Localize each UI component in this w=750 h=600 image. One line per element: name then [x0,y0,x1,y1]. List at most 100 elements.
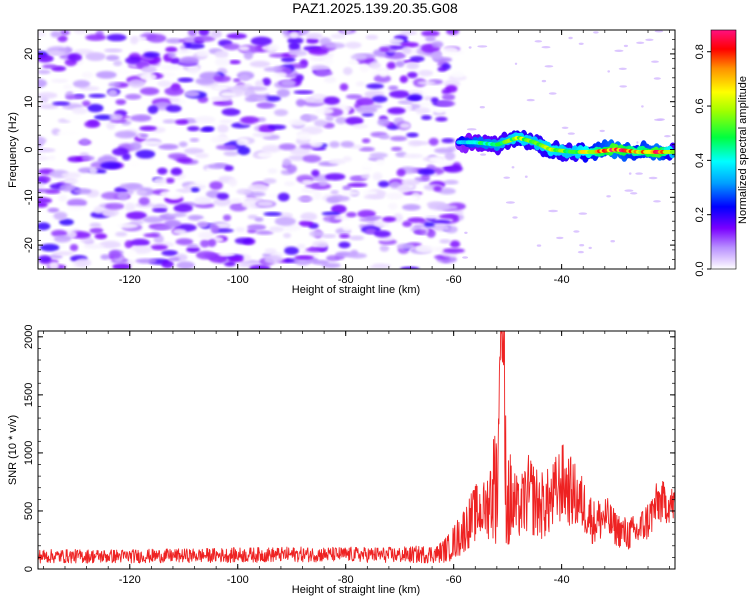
heatmap-noise-cell [256,102,274,109]
heatmap-noise-cell [210,96,231,102]
heatmap-noise-cell [526,98,535,102]
heatmap-noise-cell [140,73,157,82]
heatmap-noise-cell [321,234,337,239]
heatmap-noise-cell [395,60,405,68]
heatmap-noise-cell [425,35,436,42]
heatmap-noise-cell [366,83,384,89]
heatmap-noise-cell [343,67,353,76]
heatmap-noise-cell [160,72,176,78]
heatmap-noise-cell [369,152,388,159]
heatmap-noise-cell [505,201,515,204]
heatmap-noise-cell [38,155,50,161]
heatmap-noise-cell [579,244,585,247]
heatmap-noise-cell [382,216,397,223]
heatmap-noise-cell [651,60,659,63]
heatmap-noise-cell [541,46,551,49]
spectrogram-x-ticks: -120 -100 -80 -60 -40 [43,30,670,286]
heatmap-noise-cell [59,183,76,192]
heatmap-noise-cell [165,46,178,53]
y-tick-label: -20 [23,237,35,253]
heatmap-noise-cell [347,182,368,188]
heatmap-noise-cell [223,150,239,157]
heatmap-noise-cell [238,46,250,51]
heatmap-noise-cell [607,70,610,73]
heatmap-noise-cell [89,222,102,228]
y-tick-label: 1000 [23,441,35,465]
heatmap-noise-cell [164,219,182,228]
heatmap-noise-cell [247,224,267,231]
heatmap-noise-cell [512,216,518,219]
x-tick-label: -80 [338,574,354,586]
heatmap-noise-cell [409,56,425,62]
heatmap-noise-cell [194,180,214,185]
heatmap-noise-cell [219,119,233,124]
x-tick-label: -60 [446,274,462,286]
heatmap-noise-cell [267,124,287,130]
heatmap-noise-cell [208,163,226,170]
heatmap-noise-cell [249,264,271,269]
heatmap-noise-cell [280,56,296,63]
heatmap-noise-cell [477,45,488,48]
heatmap-noise-cell [379,245,390,252]
heatmap-noise-cell [544,65,554,68]
heatmap-noise-cell [449,240,461,248]
spectrogram-y-label: Frequency (Hz) [7,112,19,188]
heatmap-noise-cell [56,130,79,136]
heatmap-noise-cell [421,174,431,181]
x-tick-label: -80 [338,274,354,286]
heatmap-noise-cell [630,192,638,195]
heatmap-noise-cell [237,146,251,156]
heatmap-noise-cell [295,99,306,107]
heatmap-noise-cell [577,250,584,254]
heatmap-noise-cell [228,256,244,263]
heatmap-noise-cell [464,231,468,234]
heatmap-noise-cell [421,30,440,37]
heatmap-noise-cell [274,109,288,117]
heatmap-noise-cell [319,37,332,46]
heatmap-noise-cell [108,82,121,88]
heatmap-noise-cell [331,195,350,202]
heatmap-noise-cell [129,162,140,167]
heatmap-noise-cell [418,69,434,77]
heatmap-noise-cell [57,35,68,43]
heatmap-noise-cell [342,156,352,162]
heatmap-noise-cell [130,141,142,151]
heatmap-noise-cell [257,151,273,158]
heatmap-noise-cell [267,168,278,174]
heatmap-noise-cell [541,79,547,83]
heatmap-noise-cell [417,168,435,176]
heatmap-noise-cell [329,141,340,148]
heatmap-noise-cell [117,191,129,201]
heatmap-noise-cell [187,243,199,248]
heatmap-noise-cell [107,89,118,97]
heatmap-noise-cell [165,38,183,44]
heatmap-noise-cell [407,195,419,202]
heatmap-noise-cell [428,137,439,146]
heatmap-noise-cell [402,220,412,227]
heatmap-noise-cell [444,151,456,161]
heatmap-noise-cell [236,188,252,195]
heatmap-noise-cell [218,252,236,257]
heatmap-noise-cell [173,204,193,213]
heatmap-noise-cell [106,33,127,42]
heatmap-noise-cell [150,244,168,251]
heatmap-noise-cell [296,243,306,249]
heatmap-noise-cell [194,35,216,42]
heatmap-noise-cell [104,48,123,53]
heatmap-noise-cell [645,38,654,41]
heatmap-noise-cell [403,153,424,159]
heatmap-noise-cell [282,158,292,167]
heatmap-noise-cell [408,93,423,102]
heatmap-noise-cell [373,74,391,83]
heatmap-noise-cell [51,78,69,83]
heatmap-noise-cell [534,40,543,43]
heatmap-noise-cell [136,189,148,196]
heatmap-noise-cell [379,47,390,52]
heatmap-noise-cell [396,168,406,177]
heatmap-noise-cell [135,258,157,264]
heatmap-noise-cell [152,208,168,213]
heatmap-noise-cell [480,153,487,156]
heatmap-noise-cell [229,59,241,65]
heatmap-noise-cell [281,223,302,232]
heatmap-noise-cell [65,95,85,100]
